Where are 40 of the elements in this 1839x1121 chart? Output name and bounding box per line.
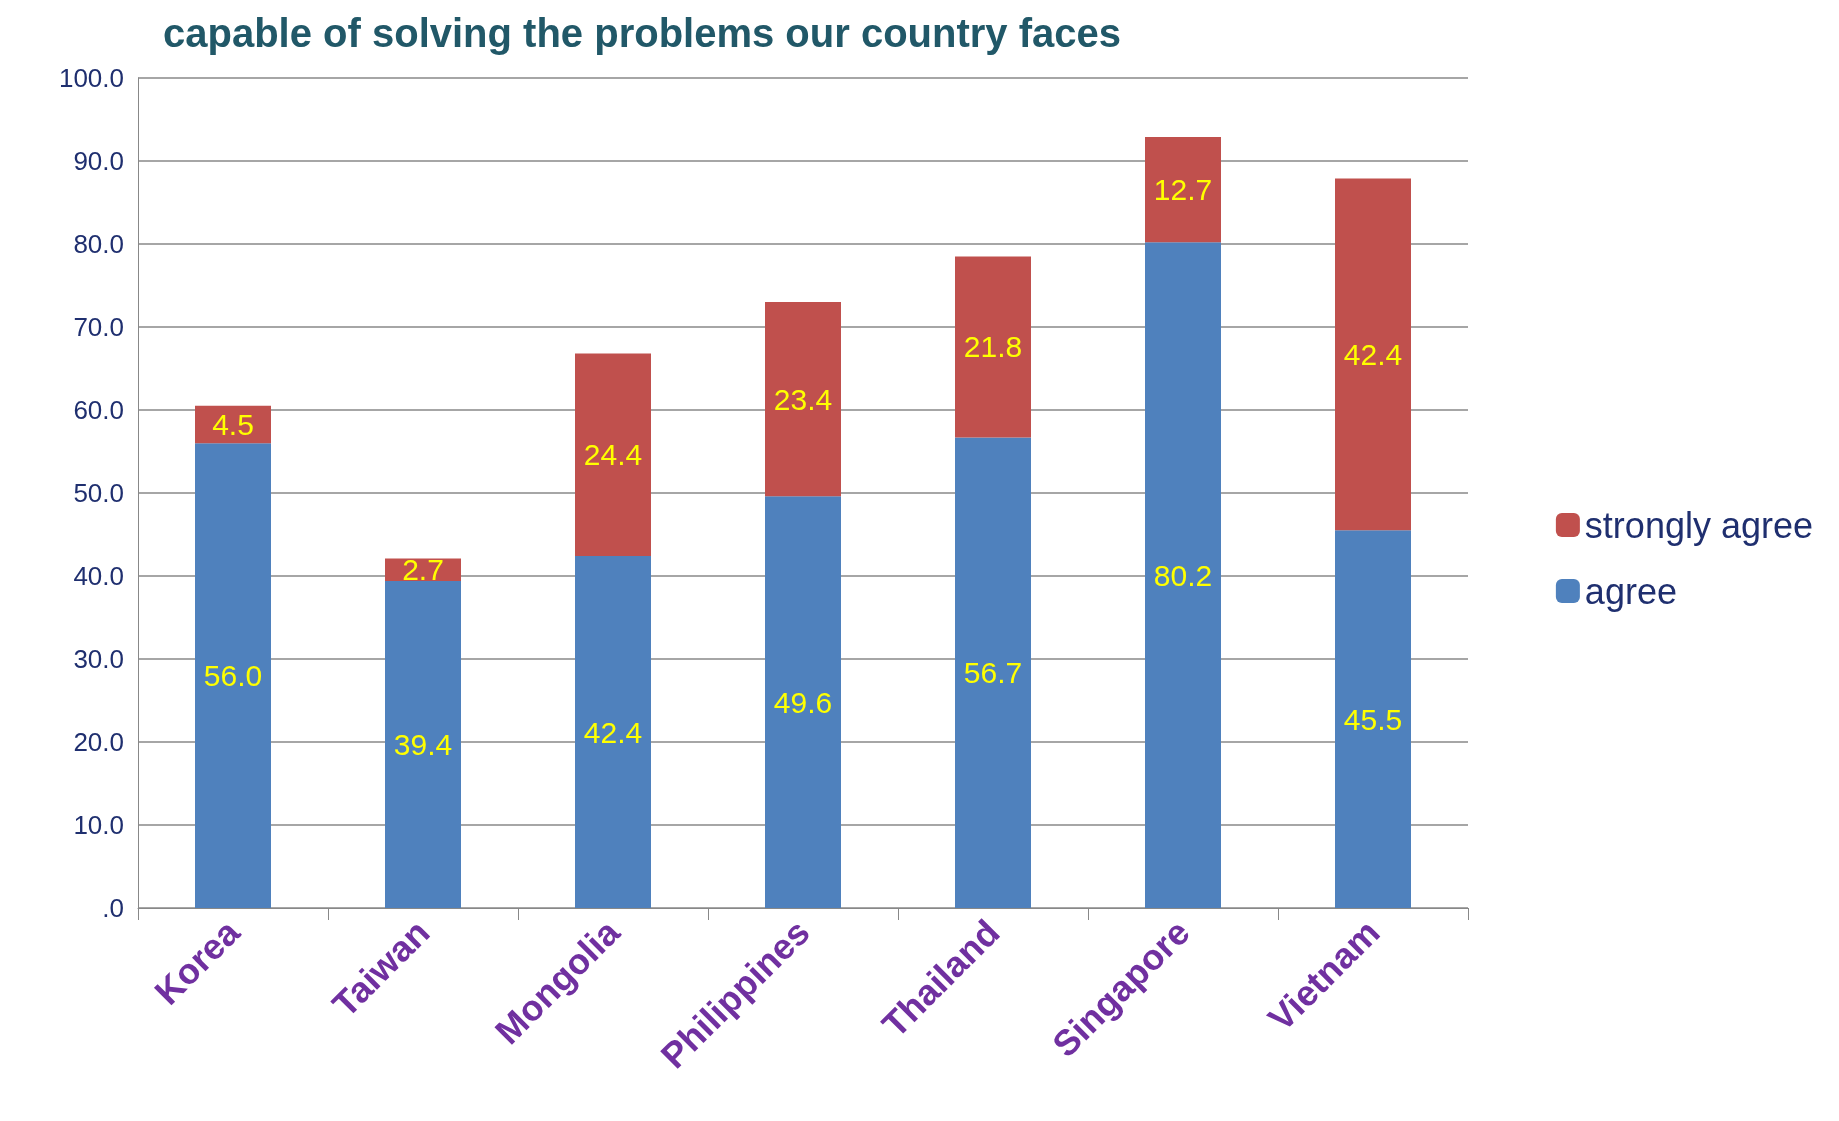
y-tick-label: .0 [102, 893, 124, 923]
data-label: 80.2 [1153, 558, 1213, 592]
y-tick-label: 90.0 [73, 146, 124, 176]
y-tick-label: 20.0 [73, 727, 124, 757]
data-label: 49.6 [773, 685, 833, 719]
data-label: 56.7 [963, 656, 1023, 690]
bar [955, 437, 1031, 908]
data-label: 23.4 [773, 382, 833, 416]
data-label: 56.0 [203, 659, 263, 693]
bar [1145, 242, 1221, 908]
y-tick-label: 80.0 [73, 229, 124, 259]
data-label: 45.5 [1343, 702, 1403, 736]
data-label: 42.4 [1343, 337, 1403, 371]
bar [765, 302, 841, 497]
bar [575, 556, 651, 908]
data-label: 4.5 [212, 408, 254, 442]
legend-label: strongly agree [1584, 504, 1814, 546]
data-label: 24.4 [583, 438, 643, 472]
bar [1335, 530, 1411, 908]
legend-label: agree [1584, 570, 1677, 612]
y-tick-label: 60.0 [73, 395, 124, 425]
y-tick-label: 30.0 [73, 644, 124, 674]
data-label: 12.7 [1153, 173, 1213, 207]
data-label: 21.8 [963, 330, 1023, 364]
y-tick-label: 40.0 [73, 561, 124, 591]
bar [1335, 178, 1411, 531]
bar [765, 496, 841, 908]
chart-title: capable of solving the problems our country faces [163, 11, 1121, 55]
bar [385, 580, 461, 908]
y-tick-label: 50.0 [73, 478, 124, 508]
y-tick-label: 10.0 [73, 810, 124, 840]
bar [955, 256, 1031, 438]
data-label: 2.7 [402, 553, 444, 587]
bar [195, 443, 271, 908]
y-tick-label: 100.0 [58, 63, 124, 93]
y-tick-label: 70.0 [73, 312, 124, 342]
data-label: 39.4 [393, 727, 453, 761]
data-label: 42.4 [583, 715, 643, 749]
bar [1145, 136, 1221, 243]
bar [575, 353, 651, 557]
